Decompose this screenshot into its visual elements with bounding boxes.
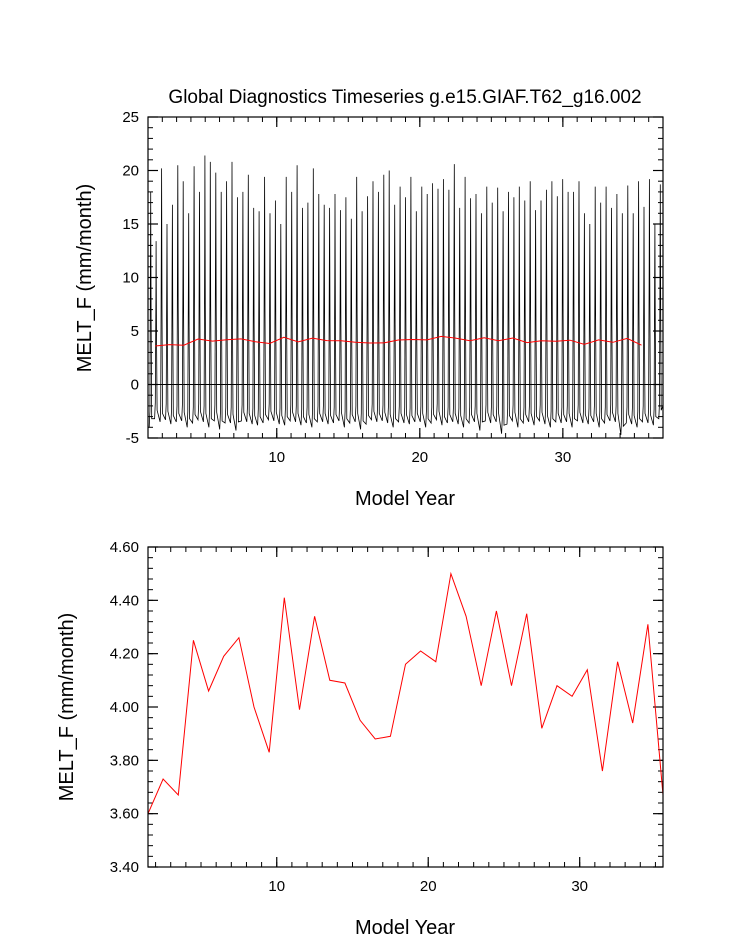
top-monthly-series-line [148,155,664,435]
top-x-tick-label: 20 [411,449,428,466]
top-plot-frame [147,116,664,439]
bottom-x-tick-label: 30 [571,878,588,895]
chart-title: Global Diagnostics Timeseries g.e15.GIAF… [168,87,641,108]
top-plot-area: 10 20 30 -5 0 5 10 15 20 25 [122,109,664,466]
top-x-tick-label: 10 [268,449,285,466]
bottom-y-axis-label: MELT_F (mm/month) [56,613,78,802]
top-y-tick-label: 0 [131,377,139,394]
bottom-plot-frame [147,546,664,868]
bottom-y-tick-label: 4.00 [110,699,139,716]
top-y-tick-label: 25 [122,109,139,126]
top-y-tick-label: 15 [122,216,139,233]
bottom-y-tick-label: 3.40 [110,859,139,876]
top-chart-panel: Global Diagnostics Timeseries g.e15.GIAF… [74,87,664,510]
bottom-x-axis-label: Model Year [355,917,455,939]
top-y-tick-label: 10 [122,270,139,287]
bottom-plot-area: 10 20 30 3.40 3.60 3.80 4.00 4.20 4.40 4.60 [110,539,664,895]
top-y-tick-label: -5 [126,430,139,447]
top-x-tick-label: 30 [555,449,572,466]
bottom-y-tick-label: 4.60 [110,539,139,556]
bottom-x-tick-label: 20 [420,878,437,895]
bottom-y-tick-label: 4.40 [110,592,139,609]
top-x-axis-label: Model Year [355,488,455,510]
bottom-y-tick-label: 4.20 [110,646,139,663]
top-y-axis-label: MELT_F (mm/month) [74,184,96,373]
bottom-annual-mean-line [147,571,664,814]
bottom-x-tick-label: 10 [268,878,285,895]
top-y-tick-label: 5 [131,323,139,340]
bottom-y-tick-label: 3.60 [110,806,139,823]
bottom-y-tick-label: 3.80 [110,752,139,769]
top-y-tick-label: 20 [122,163,139,180]
bottom-chart-panel: 10 20 30 3.40 3.60 3.80 4.00 4.20 4.40 4.60 Model… [56,539,664,939]
top-annual-mean-line [155,335,642,347]
